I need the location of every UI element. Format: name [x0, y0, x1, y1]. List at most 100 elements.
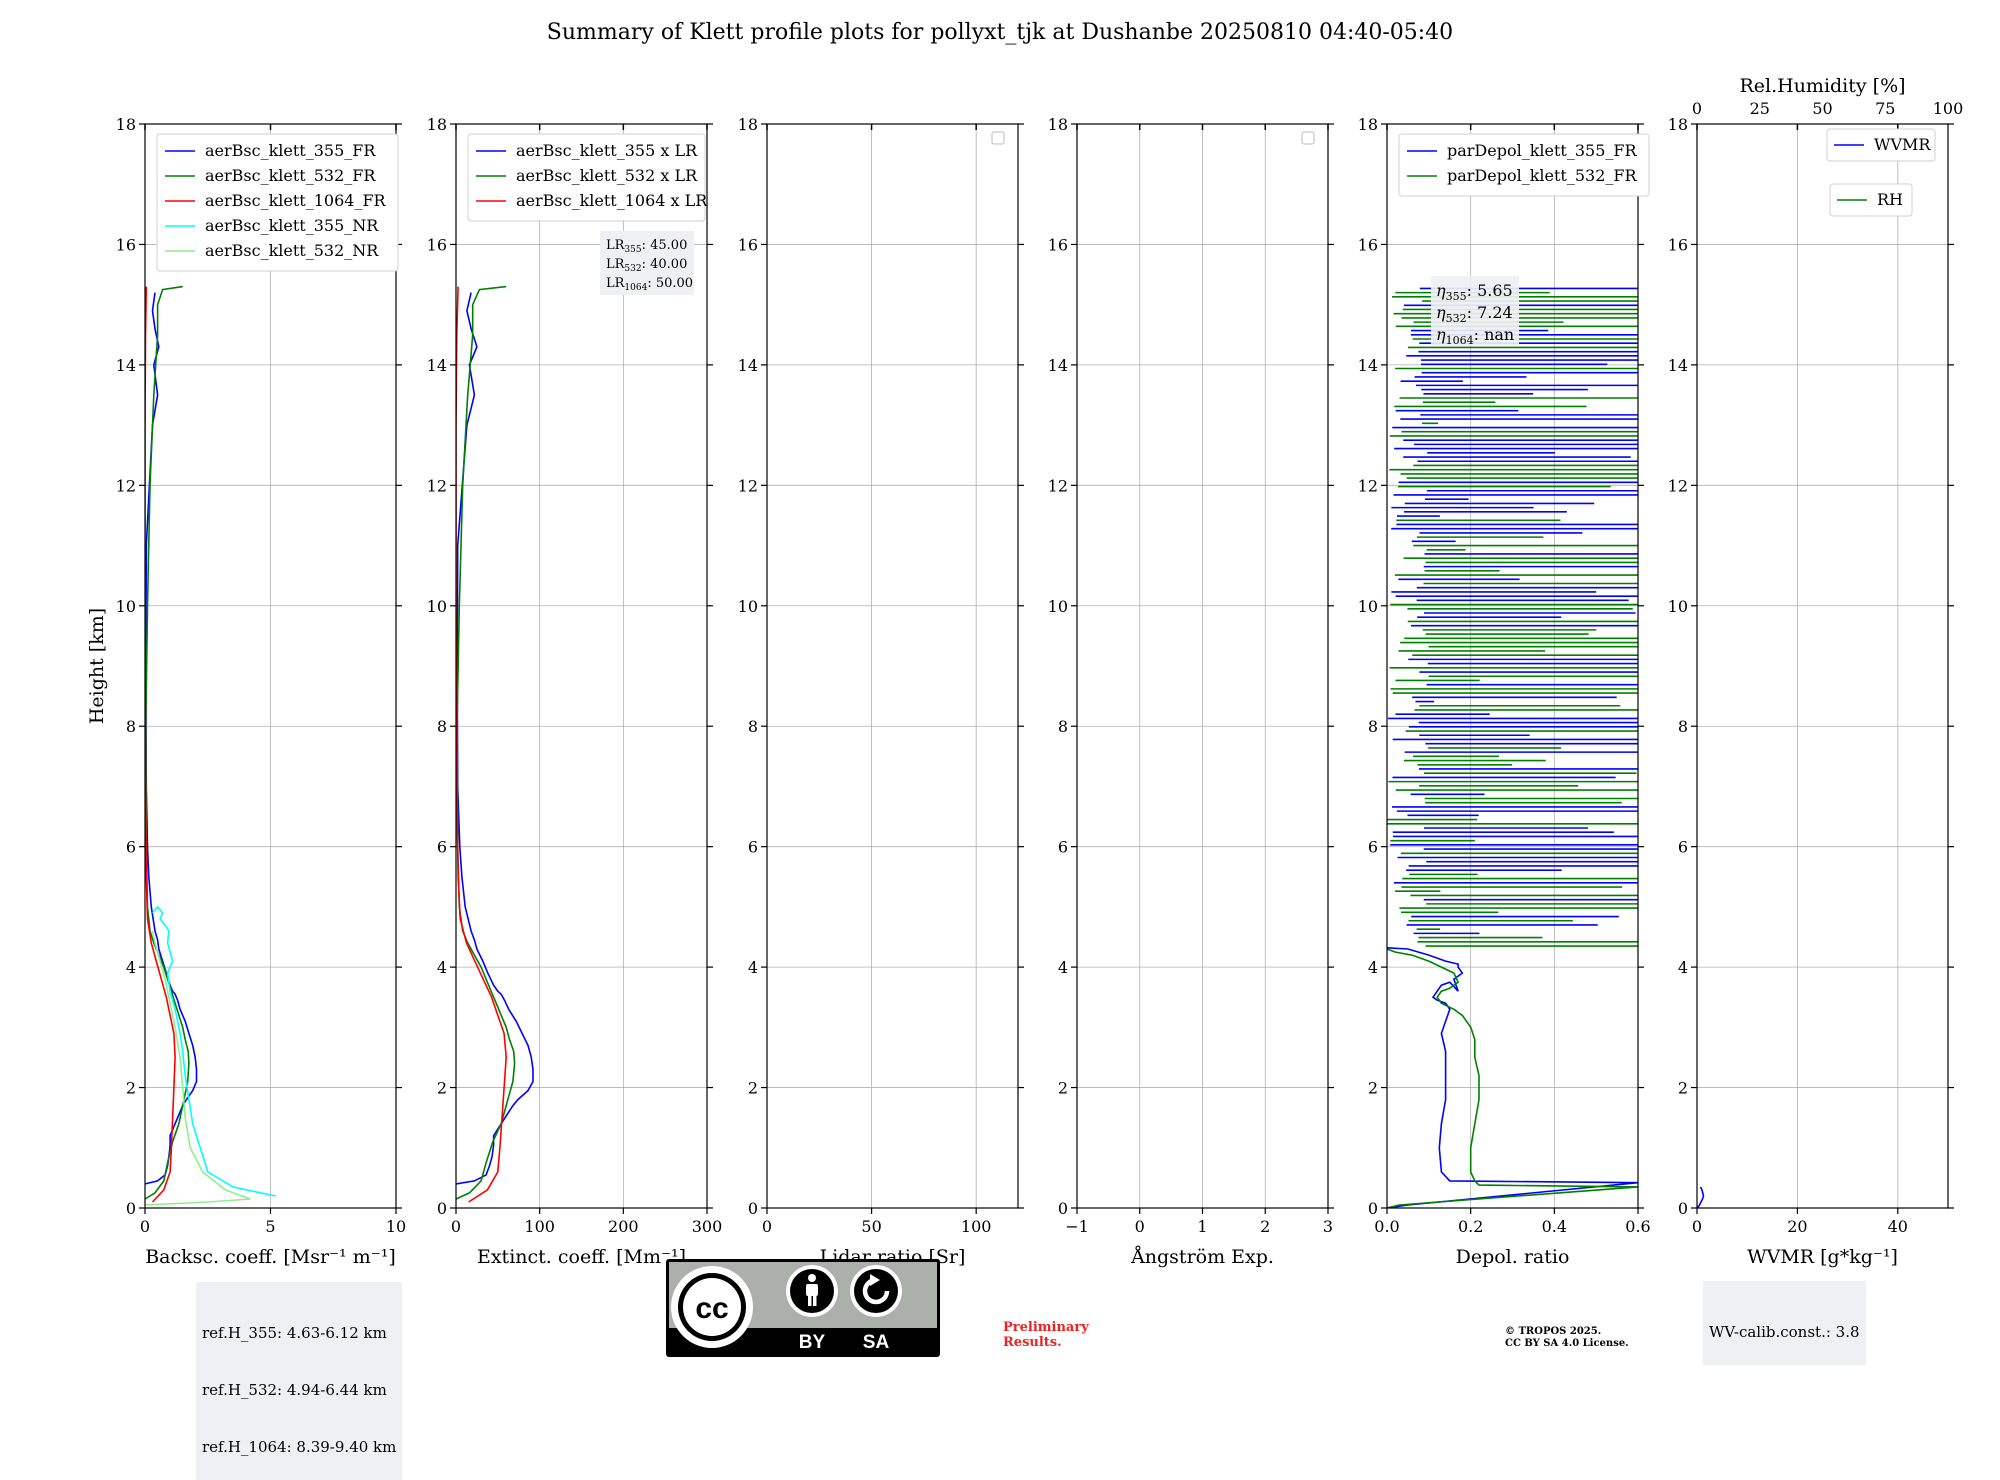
- x-tick-label: 100: [524, 1217, 555, 1236]
- x-tick-label: 0.4: [1542, 1217, 1567, 1236]
- y-tick-label: 6: [1678, 838, 1688, 857]
- y-tick-label: 4: [126, 958, 136, 977]
- eta-label: η355: 5.65: [1436, 281, 1513, 303]
- preliminary-line-1: Preliminary: [1003, 1320, 1089, 1335]
- ref-height-355: ref.H_355: 4.63-6.12 km: [202, 1324, 387, 1342]
- x-tick-label: −1: [1065, 1217, 1089, 1236]
- y-tick-label: 14: [1358, 356, 1378, 375]
- preliminary-line-2: Results.: [1003, 1335, 1062, 1350]
- y-tick-label: 0: [126, 1199, 136, 1218]
- y-tick-label: 2: [1678, 1079, 1688, 1098]
- y-tick-label: 16: [738, 235, 758, 254]
- y-tick-label: 14: [1668, 356, 1688, 375]
- y-tick-label: 10: [738, 597, 758, 616]
- lr-box: [600, 231, 694, 295]
- x-tick-label: 3: [1323, 1217, 1333, 1236]
- copyright-notice: © TROPOS 2025. CC BY SA 4.0 License.: [1505, 1326, 1629, 1350]
- series-line-parDepol_klett_355_FR: [1387, 947, 1638, 1208]
- y-tick-label: 4: [1058, 958, 1068, 977]
- x-tick-label: 0.2: [1458, 1217, 1483, 1236]
- lidar-ratio-annotation: LR355: 45.00 LR532: 40.00 LR1064: 50.00: [600, 231, 694, 295]
- y-tick-label: 14: [738, 356, 758, 375]
- series-line-aerBsc_klett_1064-x-LR: [456, 286, 508, 1203]
- y-tick-label: 6: [437, 838, 447, 857]
- legend-label: aerBsc_klett_1064 x LR: [516, 191, 708, 210]
- y-tick-label: 0: [1058, 1199, 1068, 1218]
- plot-area: [1387, 287, 1638, 1208]
- y-tick-label: 4: [437, 958, 447, 977]
- y-tick-label: 4: [1368, 958, 1378, 977]
- panel-6: 0 20 40 0 2 4 6 8 10 12 14 16 18 WVMR [g*kg⁻¹] 0 25 50 75…: [1668, 75, 1964, 1268]
- legend-label: parDepol_klett_532_FR: [1447, 166, 1638, 185]
- badge-sa-label: SA: [863, 1332, 890, 1353]
- series-line-WVMR: [1697, 1186, 1705, 1208]
- plot-area: [456, 285, 534, 1203]
- y-tick-label: 16: [427, 235, 447, 254]
- y-tick-label: 0: [748, 1199, 758, 1218]
- y-tick-label: 6: [748, 838, 758, 857]
- y-tick-label: 12: [738, 476, 758, 495]
- legend-label: aerBsc_klett_1064_FR: [205, 191, 387, 210]
- legend-label: aerBsc_klett_532_NR: [205, 241, 379, 260]
- y-tick-label: 18: [427, 115, 447, 134]
- y-tick-label: 0: [437, 1199, 447, 1218]
- legend-label: aerBsc_klett_532 x LR: [516, 166, 698, 185]
- y-tick-label: 6: [1368, 838, 1378, 857]
- series-line-aerBsc_klett_532_FR: [145, 285, 190, 1200]
- legend-label: parDepol_klett_355_FR: [1447, 141, 1638, 160]
- legend-label: aerBsc_klett_355 x LR: [516, 141, 698, 160]
- y-tick-label: 16: [1358, 235, 1378, 254]
- ref-height-532: ref.H_532: 4.94-6.44 km: [202, 1381, 387, 1399]
- legend: aerBsc_klett_355_FR aerBsc_klett_532_FRae…: [156, 133, 399, 272]
- figure-title: Summary of Klett profile plots for polly…: [546, 20, 1454, 45]
- top-tick-label: 0: [1692, 99, 1702, 118]
- y-tick-label: 4: [1678, 958, 1688, 977]
- y-tick-label: 8: [1678, 717, 1688, 736]
- eta-label: η532: 7.24: [1436, 303, 1513, 325]
- x-axis-label: Ångström Exp.: [1130, 1246, 1274, 1268]
- empty-legend-box: [991, 131, 1005, 145]
- y-tick-label: 12: [1668, 476, 1688, 495]
- legend-label: RH: [1877, 190, 1903, 209]
- series-line-aerBsc_klett_532_NR: [145, 930, 251, 1206]
- legend-box: [1398, 133, 1650, 197]
- lr-label: LR355: 45.00: [606, 238, 687, 255]
- y-tick-label: 2: [1058, 1079, 1068, 1098]
- series-line-aerBsc_klett_1064_FR: [145, 286, 176, 1203]
- y-tick-label: 12: [116, 476, 136, 495]
- x-tick-label: 1: [1197, 1217, 1207, 1236]
- top-tick-label: 50: [1812, 99, 1832, 118]
- y-tick-label: 18: [738, 115, 758, 134]
- y-tick-label: 8: [437, 717, 447, 736]
- y-tick-label: 4: [748, 958, 758, 977]
- legend-label: aerBsc_klett_355_NR: [205, 216, 379, 235]
- x-tick-label: 300: [692, 1217, 723, 1236]
- x-axis-label: WVMR [g*kg⁻¹]: [1747, 1246, 1898, 1268]
- reference-height-box: ref.H_355: 4.63-6.12 km ref.H_532: 4.94-…: [196, 1282, 403, 1480]
- x-tick-label: 0: [762, 1217, 772, 1236]
- axes-frame: [1696, 123, 1949, 1209]
- y-tick-label: 16: [116, 235, 136, 254]
- empty-legend-box: [1301, 131, 1315, 145]
- legend-label: WVMR: [1874, 135, 1931, 154]
- y-tick-label: 10: [427, 597, 447, 616]
- y-tick-label: 0: [1678, 1199, 1688, 1218]
- y-tick-label: 10: [1048, 597, 1068, 616]
- axes-frame: [455, 123, 708, 1209]
- y-tick-label: 6: [1058, 838, 1068, 857]
- y-tick-label: 8: [748, 717, 758, 736]
- y-tick-label: 18: [1358, 115, 1378, 134]
- y-tick-label: 18: [1048, 115, 1068, 134]
- x-tick-label: 50: [861, 1217, 881, 1236]
- y-tick-label: 10: [1668, 597, 1688, 616]
- y-tick-label: 2: [1368, 1079, 1378, 1098]
- x-axis-label: Extinct. coeff. [Mm⁻¹]: [477, 1246, 686, 1268]
- series-line-aerBsc_klett_355_FR: [145, 292, 198, 1185]
- lr-label: LR532: 40.00: [606, 257, 687, 274]
- top-tick-label: 25: [1750, 99, 1770, 118]
- eta-label: η1064: nan: [1436, 325, 1514, 347]
